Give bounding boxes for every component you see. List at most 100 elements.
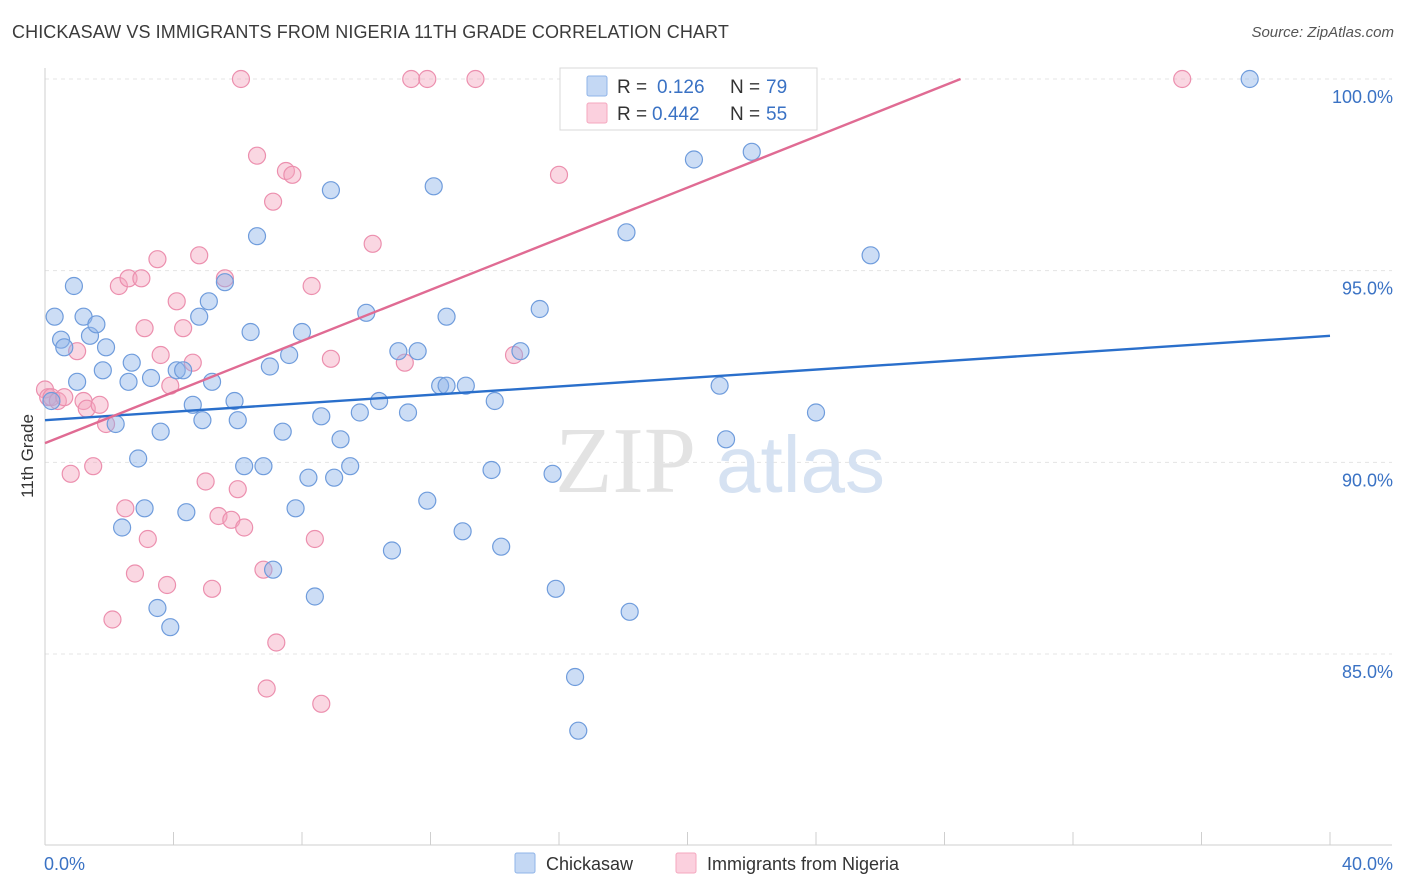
point-nigeria [228,480,247,499]
point-chickasaw [151,422,170,441]
point-chickasaw [263,560,283,579]
series-chickasaw-points [42,69,1259,740]
point-chickasaw [453,522,472,541]
y-tick-label: 95.0% [1342,279,1393,299]
point-nigeria [167,292,186,311]
point-chickasaw [177,503,196,522]
point-chickasaw [193,411,212,430]
bottom-legend: Chickasaw Immigrants from Nigeria [514,852,900,874]
point-nigeria [247,146,267,165]
point-chickasaw [543,464,562,483]
point-chickasaw [437,376,456,395]
point-chickasaw [260,357,279,376]
point-nigeria [215,269,234,288]
point-chickasaw [42,391,61,411]
point-chickasaw [286,499,305,518]
point-chickasaw [112,518,132,537]
trend-line-nigeria [44,77,962,445]
point-chickasaw [716,430,736,449]
legend-n-label-1: N = [730,104,760,125]
bottom-legend-swatch-nigeria [675,852,697,874]
trend-line-chickasaw [44,334,1331,422]
point-chickasaw [569,721,588,740]
bottom-legend-label-chickasaw: Chickasaw [546,854,634,874]
point-chickasaw [321,181,341,200]
point-chickasaw [861,246,880,265]
point-chickasaw [96,338,116,357]
point-nigeria [103,610,122,629]
legend-swatch-nigeria [586,102,608,124]
point-chickasaw [215,273,234,292]
bottom-legend-swatch-chickasaw [514,852,536,874]
point-chickasaw [424,177,443,196]
point-nigeria [116,499,135,518]
point-chickasaw [546,579,565,598]
point-nigeria [549,165,569,184]
point-chickasaw [93,361,112,380]
source-label: Source: ZipAtlas.com [1251,24,1394,41]
point-nigeria [254,560,273,579]
legend-n-value-1: 55 [766,104,787,125]
point-chickasaw [141,368,161,388]
point-chickasaw [80,326,100,345]
point-chickasaw [129,449,148,468]
point-chickasaw [161,618,180,637]
point-nigeria [202,579,222,598]
point-nigeria [135,319,154,338]
point-chickasaw [68,372,87,391]
point-chickasaw [684,150,704,169]
point-chickasaw [199,292,218,311]
point-chickasaw [565,667,585,687]
point-chickasaw [148,598,167,618]
point-chickasaw [350,403,369,422]
legend-r-value-0: 0.126 [657,77,705,98]
point-nigeria [418,69,437,89]
point-nigeria [267,633,286,652]
point-chickasaw [482,460,501,480]
point-chickasaw [305,587,324,606]
point-chickasaw [273,422,292,441]
point-chickasaw [806,403,826,422]
y-axis-title: 11th Grade [18,414,37,498]
axes [44,68,1392,846]
point-nigeria [283,165,302,184]
point-chickasaw [617,223,636,242]
point-nigeria [183,353,202,372]
point-chickasaw [382,541,402,560]
point-nigeria [196,472,215,491]
point-chickasaw [398,403,418,422]
legend-r-label-0: R = [617,77,647,98]
point-chickasaw [341,457,360,476]
point-chickasaw [119,372,138,391]
point-nigeria [257,679,276,698]
point-chickasaw [167,361,186,380]
point-chickasaw [228,411,247,430]
point-nigeria [84,457,103,476]
point-nigeria [174,319,193,338]
point-nigeria [138,529,157,549]
point-nigeria [119,269,138,288]
point-chickasaw [135,499,154,518]
point-nigeria [231,69,251,89]
point-chickasaw [530,299,549,319]
trend-lines [44,77,1331,445]
point-chickasaw [241,322,260,342]
bottom-legend-label-nigeria: Immigrants from Nigeria [707,854,900,874]
point-chickasaw [235,457,254,476]
x-tick-label-min: 0.0% [44,854,85,874]
point-chickasaw [45,307,64,326]
point-nigeria [132,269,151,288]
chart-title: CHICKASAW VS IMMIGRANTS FROM NIGERIA 11T… [12,22,729,42]
watermark-atlas: atlas [716,420,885,509]
point-nigeria [61,464,80,483]
point-nigeria [363,234,382,253]
point-nigeria [157,575,177,595]
point-chickasaw [710,376,729,395]
point-chickasaw [408,342,427,361]
point-chickasaw [64,276,84,296]
point-nigeria [125,564,145,583]
point-chickasaw [225,391,244,411]
point-chickasaw [174,361,193,380]
point-nigeria [305,529,324,549]
point-nigeria [263,192,283,211]
